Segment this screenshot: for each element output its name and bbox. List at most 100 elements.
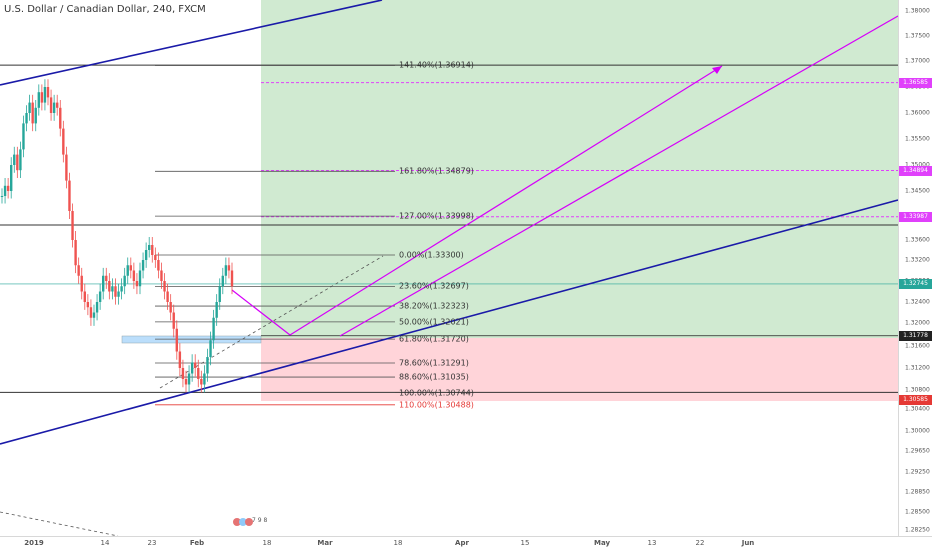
candle-body [86, 302, 90, 308]
dashed-projection [0, 511, 119, 537]
chart-title: U.S. Dollar / Canadian Dollar, 240, FXCM [4, 4, 206, 15]
candle-body [49, 97, 53, 113]
price-tag: 1.34894 [899, 165, 932, 176]
fib-level-label: 110.00%(1.30488) [399, 400, 474, 410]
candle-body [43, 87, 47, 103]
price-tag: 1.31778 [899, 330, 932, 341]
channel-line [339, 15, 899, 337]
candle-body [215, 302, 218, 318]
candle-body [123, 275, 126, 287]
y-tick-label: 1.30400 [905, 405, 930, 413]
candle-body [80, 275, 83, 292]
x-tick-label: Feb [189, 539, 205, 547]
candle-body [141, 260, 145, 271]
y-tick-label: 1.30000 [905, 427, 930, 435]
candle-body [108, 281, 111, 292]
dashed-projection [159, 255, 384, 389]
fib-level-label: 141.40%(1.36914) [399, 60, 474, 70]
candle-body [166, 291, 169, 302]
candle-body [138, 270, 142, 287]
candle-body [83, 291, 86, 302]
candle-body [98, 291, 102, 302]
y-tick-label: 1.36000 [905, 109, 930, 117]
time-axis[interactable] [0, 536, 932, 551]
arrow-head [712, 66, 722, 74]
y-tick-label: 1.31600 [905, 342, 930, 350]
candle-body [203, 373, 206, 385]
fib-level-label: 0.00%(1.33300) [399, 250, 464, 260]
candle-body [89, 307, 93, 318]
candle-body [178, 351, 182, 368]
y-tick-label: 1.38000 [905, 7, 930, 15]
fib-level-label: 50.00%(1.32021) [399, 317, 469, 327]
candle-body [169, 302, 172, 313]
y-tick-label: 1.30800 [905, 386, 930, 394]
candle-body [16, 154, 19, 171]
y-tick-label: 1.28850 [905, 488, 930, 496]
candle-body [194, 362, 197, 368]
price-axis[interactable] [898, 0, 932, 536]
candle-body [218, 286, 221, 302]
candle-body [13, 154, 16, 165]
fib-level-label: 88.60%(1.31035) [399, 372, 469, 382]
projection-path [289, 65, 723, 336]
candle-body [105, 275, 108, 281]
x-tick-label: Jun [741, 539, 755, 547]
candle-body [40, 92, 44, 103]
x-tick-label: 2019 [24, 539, 44, 547]
candle-body [132, 270, 136, 281]
candle-body [172, 312, 175, 329]
price-tag: 1.30585 [899, 395, 932, 406]
candle-body [22, 123, 25, 150]
candle-body [77, 265, 80, 276]
y-tick-label: 1.29650 [905, 447, 930, 455]
candle-body [34, 107, 37, 124]
candle-body [19, 149, 22, 171]
candle-body [184, 379, 188, 385]
y-tick-label: 1.34500 [905, 187, 930, 195]
candle-body [25, 113, 28, 124]
candle-body [144, 250, 148, 260]
y-tick-label: 1.32400 [905, 298, 930, 306]
trendline-upper [0, 0, 383, 86]
fib-level-label: 100.00%(1.30744) [399, 388, 474, 398]
candle-body [187, 373, 191, 385]
candle-body [102, 275, 105, 292]
flag-icon [245, 518, 253, 526]
y-tick-label: 1.28500 [905, 508, 930, 516]
candle-body [163, 281, 166, 292]
y-tick-label: 1.29250 [905, 468, 930, 476]
candle-body [10, 165, 13, 191]
candle-body [135, 281, 139, 287]
x-tick-label: 14 [100, 539, 110, 547]
candle-body [148, 245, 151, 250]
x-tick-label: 18 [262, 539, 272, 547]
candle-body [31, 102, 34, 124]
candle-body [0, 196, 4, 197]
candle-body [175, 328, 178, 352]
candlestick-series [0, 79, 234, 393]
candle-body [126, 265, 129, 276]
candle-body [95, 302, 99, 313]
candle-body [230, 270, 234, 287]
projection-path [231, 289, 291, 336]
candle-body [181, 368, 185, 379]
x-tick-label: Mar [317, 539, 333, 547]
x-tick-label: 13 [647, 539, 657, 547]
candle-body [92, 312, 96, 318]
x-tick-label: 18 [393, 539, 403, 547]
y-tick-label: 1.35000 [905, 162, 930, 169]
candle-body [3, 185, 7, 196]
price-tag: 1.33987 [899, 211, 932, 222]
candle-body [114, 286, 117, 297]
candle-body [6, 185, 10, 191]
candle-body [160, 270, 163, 281]
candle-body [129, 265, 132, 271]
candle-body [65, 154, 68, 181]
candle-body [200, 379, 203, 385]
candle-body [68, 180, 71, 211]
y-tick-label: 1.35500 [905, 135, 930, 143]
fib-level-label: 61.80%(1.31720) [399, 334, 469, 344]
candle-body [206, 357, 209, 374]
